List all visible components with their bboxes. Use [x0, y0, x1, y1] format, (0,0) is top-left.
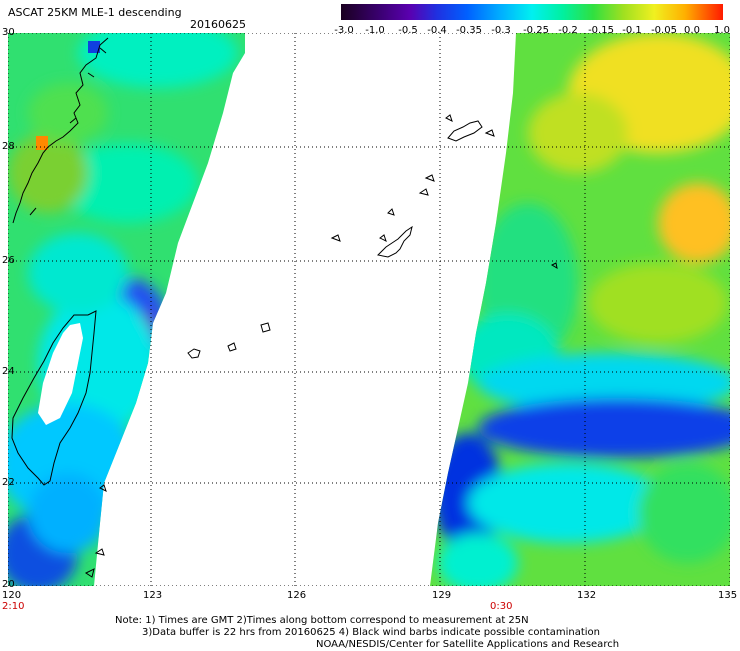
miyako-island	[260, 322, 271, 333]
colorbar-tick-label: 1.0	[714, 25, 730, 36]
lon-label-126: 126	[287, 590, 307, 601]
okinawa-island	[376, 225, 413, 258]
product-title: ASCAT 25KM MLE-1 descending	[8, 6, 182, 19]
lat-label-22: 22	[2, 477, 15, 488]
colorbar-tick-label: -0.2	[558, 25, 578, 36]
colorbar-tick-label: -0.05	[651, 25, 677, 36]
coastlines	[11, 37, 558, 578]
lon-label-123: 123	[143, 590, 163, 601]
colorbar-tick-label: -0.35	[456, 25, 482, 36]
taiwan-no-data	[38, 323, 83, 425]
lat-label-28: 28	[2, 141, 15, 152]
colorbar-tick-label: -3.0	[334, 25, 354, 36]
footer-note: Note: 1) Times are GMT 2)Times along bot…	[115, 615, 619, 651]
note-line-1: Note: 1) Times are GMT 2)Times along bot…	[115, 615, 529, 626]
lat-label-24: 24	[2, 366, 15, 377]
note-line-2: 3)Data buffer is 22 hrs from 20160625 4)…	[142, 627, 600, 638]
colorbar-labels: -3.0 -1.0 -0.5 -0.4 -0.35 -0.3 -0.25 -0.2 -0.15-…	[330, 25, 735, 37]
note-line-3: NOAA/NESDIS/Center for Satellite Applica…	[316, 639, 620, 650]
time-label-left: 2:10	[2, 601, 25, 612]
amami-island	[447, 120, 483, 142]
taiwan-outline	[11, 310, 97, 486]
ascat-map	[8, 33, 730, 586]
colorbar-tick-label: -1.0	[365, 25, 385, 36]
china-coast	[12, 37, 109, 224]
product-date: 20160625	[190, 18, 246, 31]
lat-label-20: 20	[2, 579, 15, 590]
colorbar-tick-label: -0.3	[491, 25, 511, 36]
time-label-right: 0:30	[490, 601, 513, 612]
ishigaki-island	[187, 348, 201, 359]
colorbar-tick-label: -0.5	[398, 25, 418, 36]
lat-label-26: 26	[2, 255, 15, 266]
colorbar-tick-label: -0.15	[588, 25, 614, 36]
colorbar-tick-label: -0.25	[523, 25, 549, 36]
lon-label-129: 129	[432, 590, 452, 601]
colorbar	[341, 4, 723, 20]
lat-label-30: 30	[2, 27, 15, 38]
lon-label-132: 132	[577, 590, 597, 601]
colorbar-tick-label: 0.0	[684, 25, 700, 36]
lon-label-135: 135	[718, 590, 738, 601]
colorbar-tick-label: -0.4	[427, 25, 447, 36]
lon-label-120: 120	[2, 590, 22, 601]
colorbar-tick-label: -0.1	[622, 25, 642, 36]
lat-lon-grid	[8, 33, 730, 586]
